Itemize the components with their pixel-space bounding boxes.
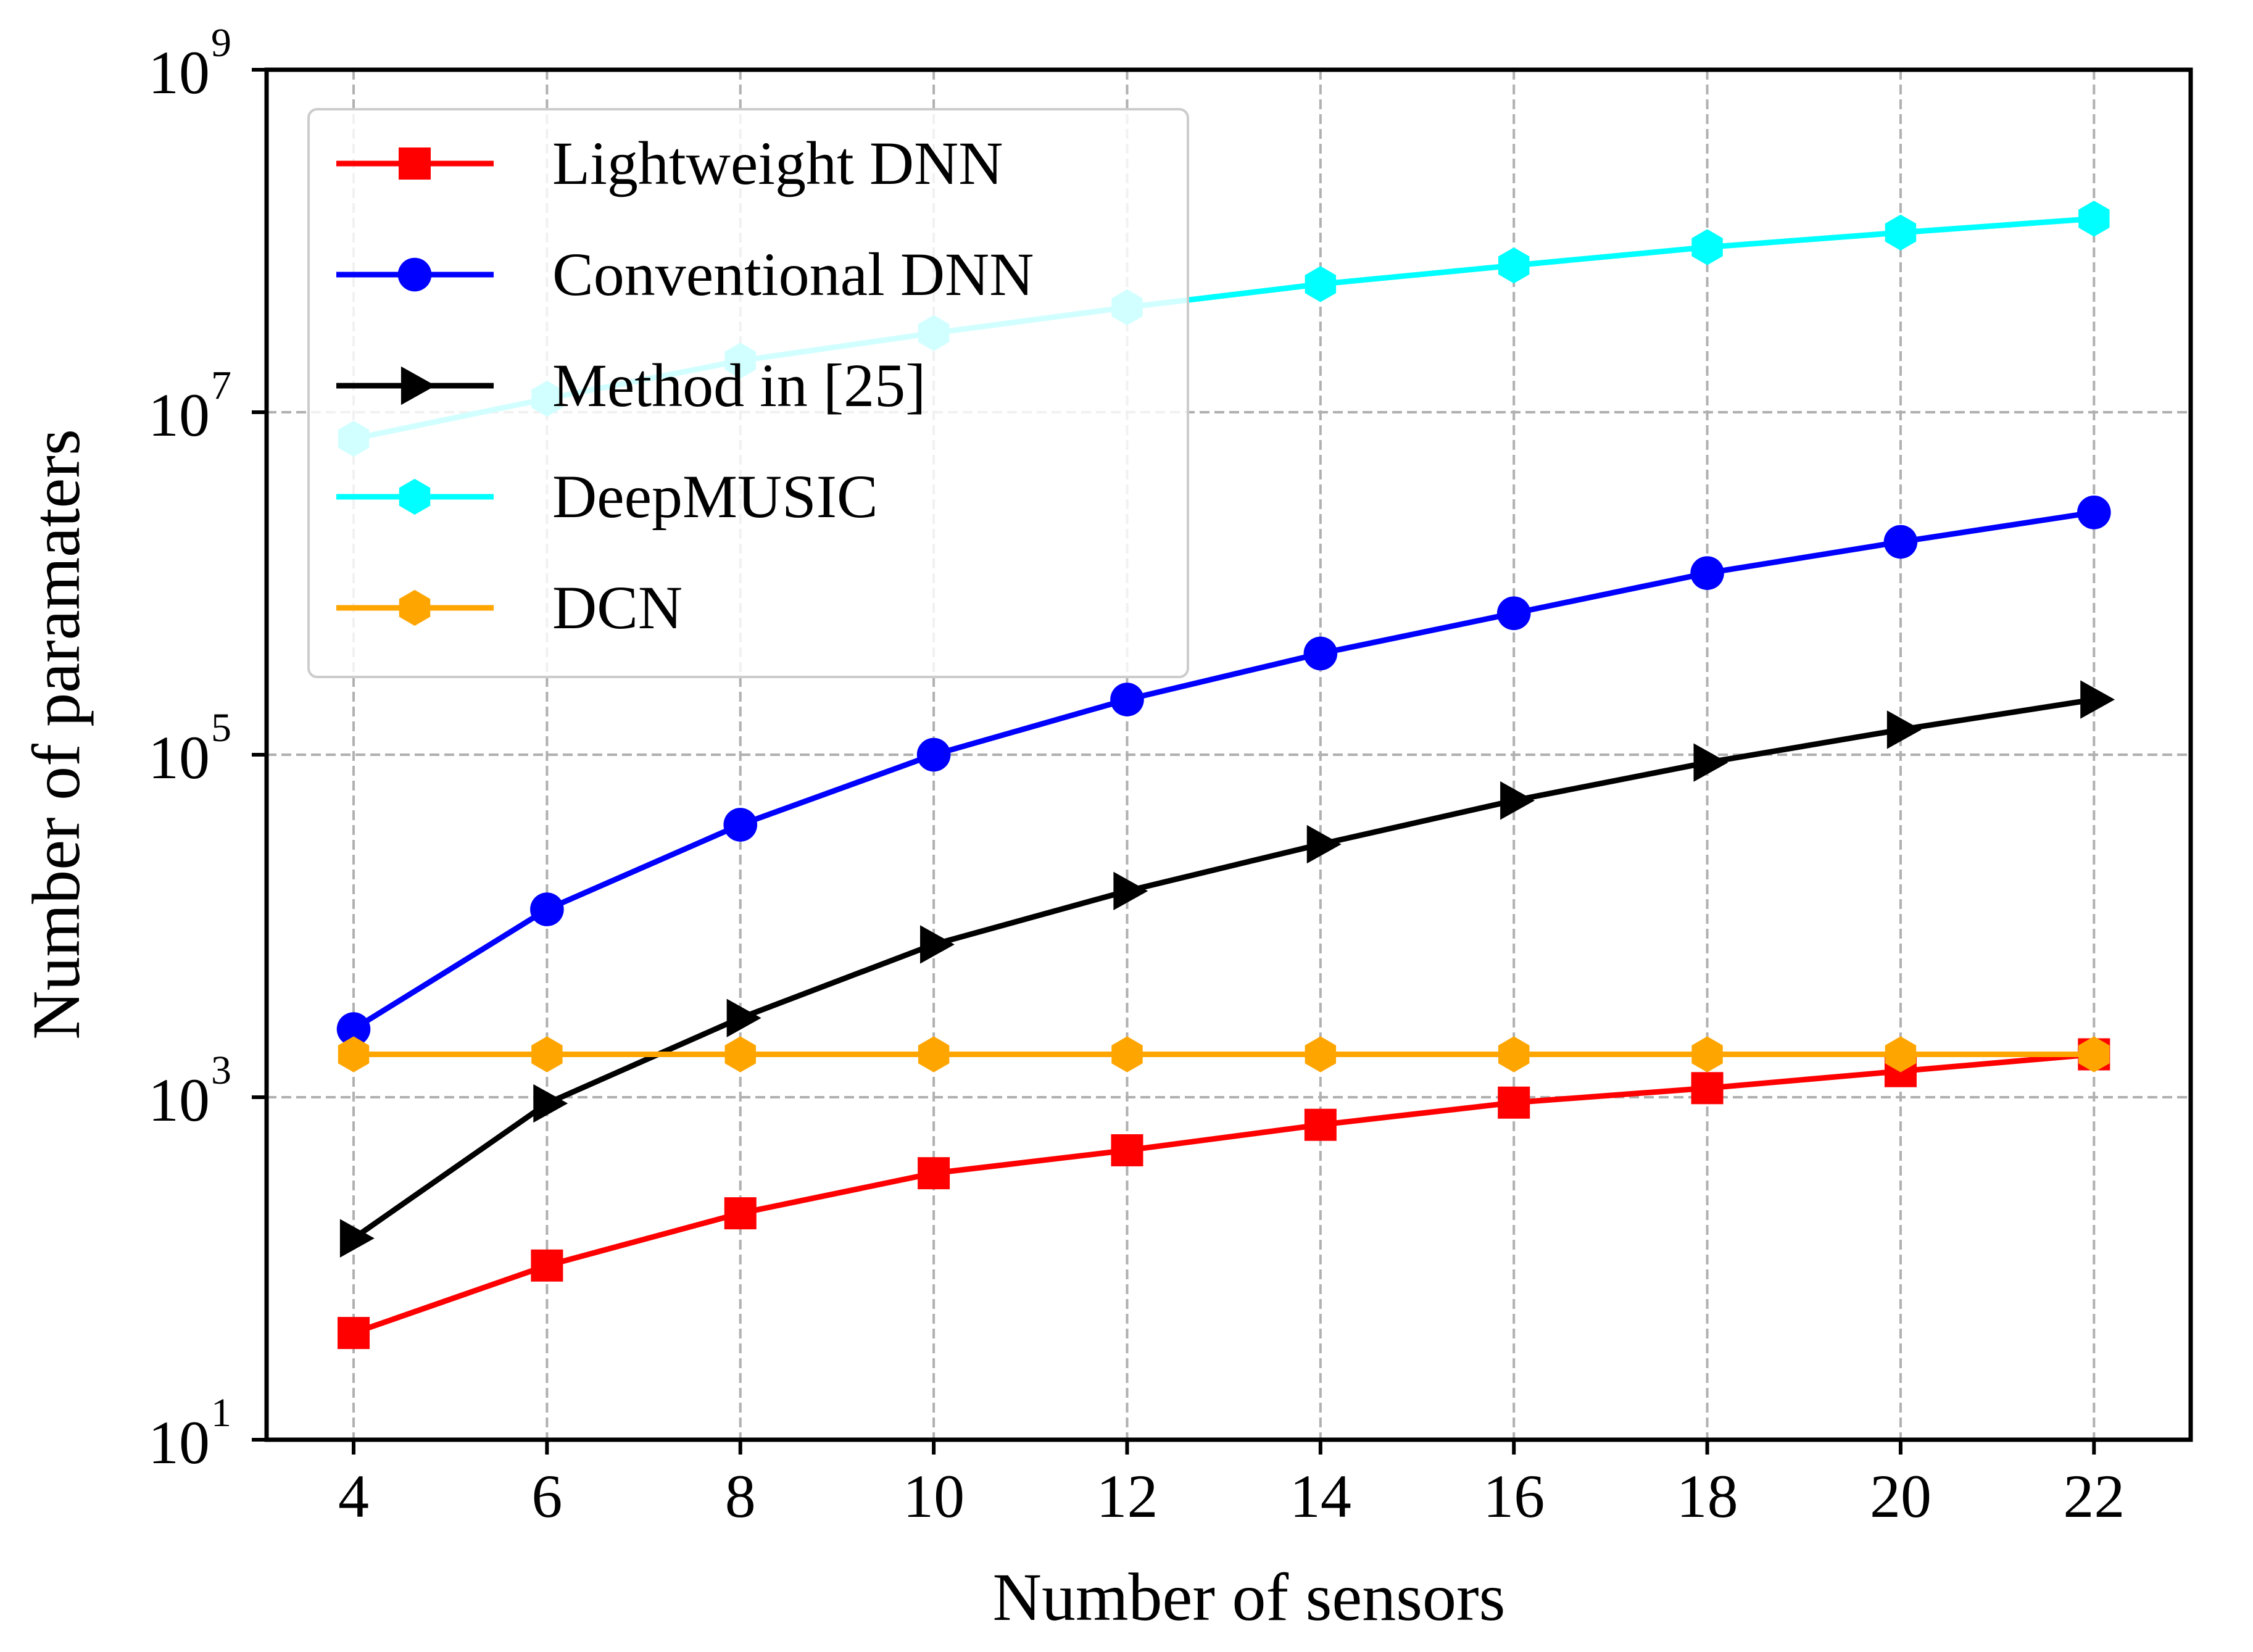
y-tick-label-base: 10: [148, 1066, 210, 1134]
x-tick-label: 6: [531, 1462, 562, 1530]
y-tick-label: 10 5: [148, 705, 231, 792]
data-point: [1306, 824, 1342, 864]
data-point: [723, 808, 758, 842]
x-tick-label: 4: [338, 1462, 369, 1530]
series-line: [352, 697, 2095, 1241]
x-tick-label: 16: [1483, 1462, 1545, 1530]
data-point: [2078, 1036, 2110, 1073]
legend-label: Conventional DNN: [552, 240, 1034, 309]
series-dcn: [338, 1036, 2110, 1073]
data-point: [1498, 1086, 1530, 1119]
data-point: [1691, 1036, 1723, 1073]
y-tick-label: 10 3: [148, 1048, 231, 1134]
data-point: [531, 1249, 563, 1282]
x-tick-label: 18: [1677, 1462, 1738, 1530]
legend-entry: DCN: [336, 573, 683, 642]
data-point: [1305, 1036, 1337, 1073]
data-point: [1691, 229, 1723, 265]
legend-entry: DeepMUSIC: [336, 462, 878, 531]
y-tick-label-exponent: 5: [211, 705, 231, 750]
data-point: [531, 1036, 563, 1073]
data-point: [1498, 1036, 1530, 1073]
x-tick-label: 22: [2063, 1462, 2125, 1530]
legend-label: Lightweight DNN: [552, 129, 1003, 197]
data-point: [338, 1036, 370, 1073]
x-tick-label: 10: [903, 1462, 965, 1530]
legend-marker: [400, 366, 436, 405]
data-point: [1693, 743, 1728, 782]
data-point: [1496, 596, 1531, 631]
y-tick-label: 10 7: [148, 363, 231, 449]
x-tick-label: 12: [1096, 1462, 1158, 1530]
legend: Lightweight DNN Conventional DNN Method in…: [307, 108, 1189, 678]
x-tick-label: 14: [1290, 1462, 1351, 1530]
legend-box: [307, 108, 1189, 678]
legend-marker: [399, 589, 431, 626]
series-lightweight-dnn: [338, 1038, 2110, 1350]
data-point: [1886, 710, 1922, 749]
data-point: [338, 1317, 370, 1350]
series-conventional-dnn: [336, 496, 2111, 1046]
data-point: [1885, 1036, 1917, 1073]
data-point: [726, 998, 761, 1037]
data-point: [533, 1084, 568, 1123]
legend-marker: [397, 257, 432, 292]
y-tick-label-base: 10: [148, 1408, 210, 1477]
x-axis-title: Number of sensors: [993, 1559, 1506, 1635]
legend-entry: Method in [25]: [336, 351, 926, 420]
y-tick-label-exponent: 9: [211, 20, 231, 65]
x-tick-label: 20: [1870, 1462, 1931, 1530]
data-point: [920, 925, 955, 964]
y-tick-label: 10 1: [148, 1390, 231, 1477]
y-tick-label: 10 9: [148, 20, 231, 107]
y-tick-label-exponent: 3: [211, 1048, 231, 1093]
data-point: [1110, 683, 1144, 716]
data-point: [1111, 1134, 1143, 1166]
data-point: [916, 737, 951, 772]
y-tick-label-base: 10: [148, 38, 210, 107]
series-line: [352, 1052, 2094, 1336]
data-point: [918, 1157, 950, 1190]
x-tick-label: 8: [725, 1462, 756, 1530]
data-point: [1498, 247, 1530, 284]
data-point: [1304, 1108, 1337, 1141]
legend-entry: Conventional DNN: [336, 240, 1034, 309]
data-point: [918, 1036, 950, 1073]
data-point: [2078, 201, 2110, 237]
data-point: [339, 1219, 375, 1258]
y-axis-title: Number of paramaters: [19, 429, 94, 1040]
data-point: [530, 892, 564, 926]
y-tick-label-base: 10: [148, 381, 210, 449]
legend-entry: Lightweight DNN: [336, 129, 1003, 197]
legend-label: DeepMUSIC: [552, 462, 878, 531]
data-point: [1113, 871, 1148, 911]
x-axis-ticks: 4 6 8 10 12 14 16 18 20 22: [338, 1440, 2125, 1530]
data-point: [1111, 1036, 1143, 1073]
legend-label: Method in [25]: [552, 351, 926, 420]
legend-marker: [399, 478, 431, 515]
series-line: [352, 509, 2094, 1032]
legend-marker: [399, 147, 431, 180]
data-point: [724, 1197, 757, 1230]
data-point: [1500, 781, 1535, 820]
data-point: [336, 1012, 371, 1046]
data-point: [2080, 680, 2115, 719]
y-tick-label-exponent: 1: [211, 1390, 231, 1435]
y-tick-label-base: 10: [148, 723, 210, 792]
data-point: [1305, 266, 1337, 302]
data-point: [1885, 214, 1917, 251]
data-point: [1690, 556, 1724, 590]
y-tick-label-exponent: 7: [211, 363, 231, 408]
data-point: [1883, 525, 1918, 559]
series-method-in-25: [339, 680, 2115, 1258]
data-point: [724, 1036, 756, 1073]
data-point: [1691, 1072, 1724, 1105]
data-point: [1303, 636, 1338, 671]
data-point: [2077, 496, 2111, 529]
legend-label: DCN: [552, 573, 683, 642]
